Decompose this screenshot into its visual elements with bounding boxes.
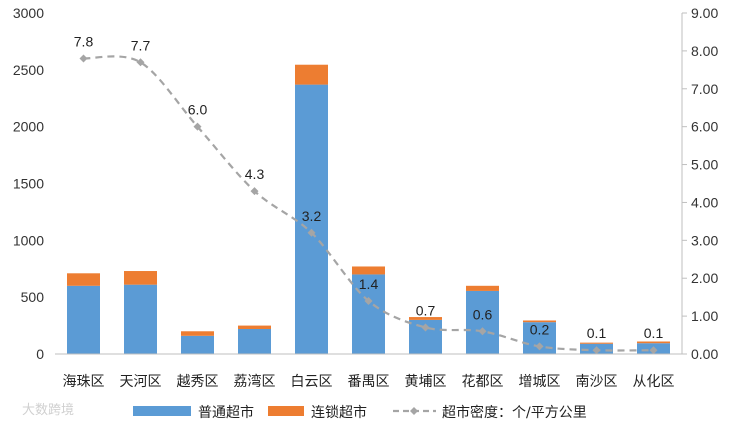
density-data-label: 6.0 [188,102,208,118]
right-y-axis: 0.00 1.00 2.00 3.00 4.00 5.00 6.00 7.00 8.00 9.00 [681,5,718,362]
density-point [649,346,658,355]
density-data-label: 0.6 [473,306,493,322]
legend-marker-density [410,407,418,415]
legend-label-regular: 普通超市 [198,404,254,421]
right-tick-label: 5.00 [691,157,718,173]
density-data-label: 1.4 [359,276,379,292]
density-data-label: 0.7 [416,302,436,318]
bar-series [67,64,670,355]
category-label: 番禺区 [348,374,390,390]
right-tick-label: 3.00 [691,232,718,248]
bar-regular-supermarket [238,328,271,354]
density-point [364,296,373,305]
bar-chain-supermarket [409,317,442,320]
right-tick-label: 4.00 [691,194,718,210]
density-data-label: 0.1 [587,325,607,341]
category-label: 从化区 [633,374,675,390]
category-label: 白云区 [291,374,333,390]
category-label: 荔湾区 [234,373,276,390]
right-tick-label: 8.00 [691,43,718,59]
density-data-label: 7.7 [131,37,151,53]
category-label: 黄埔区 [405,373,447,390]
bar-chain-supermarket [238,325,271,329]
legend: 普通超市 连锁超市 超市密度：个/平方公里 [133,404,587,421]
right-tick-label: 9.00 [691,5,718,21]
left-tick-label: 1000 [13,232,44,248]
left-y-axis: 0 500 1000 1500 2000 2500 3000 [13,5,44,362]
density-data-label: 4.3 [245,166,265,182]
density-point [478,327,487,336]
density-point [307,228,316,237]
bar-regular-supermarket [67,285,100,354]
bar-regular-supermarket [352,274,385,354]
density-point [193,122,202,131]
right-tick-label: 1.00 [691,308,718,324]
category-label: 花都区 [462,374,504,390]
right-tick-label: 0.00 [691,346,718,362]
density-data-label: 7.8 [74,33,94,49]
left-tick-label: 0 [36,346,44,362]
density-data-label: 0.2 [530,321,550,337]
category-label: 增城区 [519,374,561,390]
category-label: 越秀区 [177,374,219,390]
density-data-label: 0.1 [644,325,664,341]
bar-chain-supermarket [466,285,499,291]
legend-label-chain: 连锁超市 [311,404,367,421]
density-point [535,342,544,351]
legend-swatch-regular [133,406,191,416]
bar-chain-supermarket [124,271,157,285]
density-point [136,58,145,67]
watermark-text: 大数跨境 [22,403,74,418]
bar-regular-supermarket [124,284,157,354]
x-axis: 海珠区 天河区 越秀区 荔湾区 白云区 番禺区 黄埔区 花都区 增城区 南沙区 从化区 [55,353,682,390]
right-tick-label: 6.00 [691,119,718,135]
density-point [250,187,259,196]
bar-regular-supermarket [181,335,214,354]
density-point [421,323,430,332]
bar-chain-supermarket [295,64,328,85]
bar-chain-supermarket [580,342,613,344]
left-tick-label: 3000 [13,5,44,21]
left-tick-label: 2500 [13,62,44,78]
bar-regular-supermarket [295,84,328,355]
category-label: 南沙区 [576,374,618,390]
right-tick-label: 7.00 [691,81,718,97]
bar-chain-supermarket [352,266,385,275]
category-label: 天河区 [120,374,162,390]
density-data-label: 3.2 [302,208,322,224]
bar-chain-supermarket [181,331,214,336]
right-tick-label: 2.00 [691,270,718,286]
bar-chain-supermarket [523,320,556,323]
bar-chain-supermarket [637,341,670,344]
left-tick-label: 1500 [13,176,44,192]
density-point [79,54,88,63]
left-tick-label: 500 [21,289,45,305]
density-point [592,346,601,355]
category-label: 海珠区 [63,374,105,390]
legend-swatch-chain [268,406,304,416]
bar-chain-supermarket [67,273,100,286]
density-line [83,55,654,352]
legend-label-density: 超市密度：个/平方公里 [442,404,587,421]
bar-regular-supermarket [466,290,499,354]
left-tick-label: 2000 [13,119,44,135]
density-line-series: 7.8 7.7 6.0 4.3 3.2 1.4 0.7 0.6 0.2 0.1 0.1 [74,33,664,355]
